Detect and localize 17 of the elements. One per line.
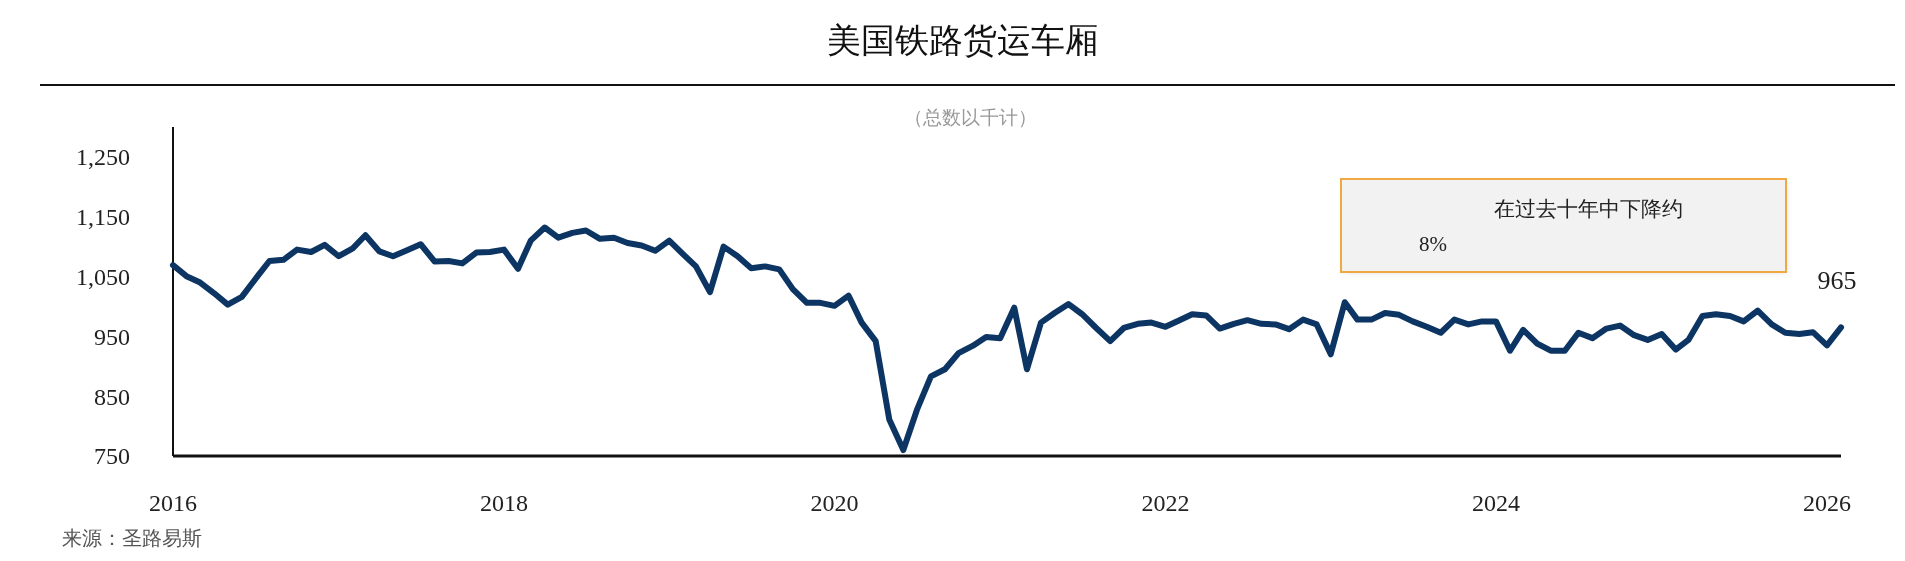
x-tick-label: 2022 (1141, 490, 1190, 516)
y-tick-label: 1,050 (76, 263, 130, 290)
annotation: 965 (1817, 266, 1857, 296)
x-tick-label: 2024 (1471, 490, 1520, 516)
y-tick-label: 950 (94, 323, 130, 350)
x-tick-label: 2018 (479, 490, 528, 516)
source-note: 来源：圣路易斯 (62, 527, 202, 549)
y-tick-label: 750 (94, 443, 130, 470)
y-tick-label: 1,150 (76, 204, 130, 231)
chart-subtitle: （总数以千计） (903, 107, 1037, 128)
y-tick-label: 850 (94, 383, 130, 410)
x-tick-label: 2016 (149, 490, 197, 516)
x-tick-label: 2026 (1802, 490, 1851, 516)
y-tick-label: 1,250 (76, 144, 130, 171)
chart-title: 美国铁路货运车厢 (827, 22, 1099, 59)
x-tick-label: 2020 (810, 490, 859, 516)
text: 在过去十年中下降约 8% (1419, 197, 1683, 256)
